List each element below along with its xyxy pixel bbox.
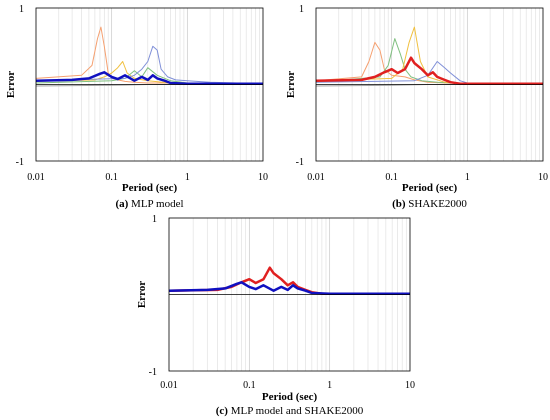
y-tick-label: 1	[299, 4, 304, 15]
series-line-3	[35, 45, 264, 85]
plot-frame	[35, 7, 264, 162]
y-tick-label: 1	[19, 4, 24, 15]
x-tick-label: 10	[538, 172, 548, 183]
x-tick-label: 10	[405, 380, 415, 391]
caption-text: MLP model	[131, 198, 183, 210]
figure-caption: (a) MLP model	[115, 198, 183, 210]
series-group	[168, 266, 410, 295]
y-tick-label: -1	[149, 367, 157, 378]
caption-letter: (a)	[115, 198, 128, 210]
x-tick-label: 0.1	[105, 172, 118, 183]
y-tick-label: 1	[152, 214, 157, 225]
series-line-5	[35, 71, 263, 85]
x-tick-label: 0.01	[27, 172, 45, 183]
series-line-0	[315, 41, 543, 85]
plot-frame	[168, 217, 411, 372]
x-axis-label: Period (sec)	[262, 391, 318, 403]
figure-caption: (c) MLP model and SHAKE2000	[216, 405, 364, 417]
series-group	[315, 26, 544, 87]
x-tick-label: 1	[327, 380, 332, 391]
x-tick-label: 10	[258, 172, 268, 183]
figure-caption: (b) SHAKE2000	[392, 198, 467, 210]
x-tick-label: 0.1	[385, 172, 398, 183]
y-tick-label: -1	[16, 157, 24, 168]
chart-panel-c: 0.01 0.1 1 10 1 -1 Period (sec) Error (c) MLP mo…	[136, 214, 415, 417]
x-tick-label: 0.01	[160, 380, 178, 391]
chart-panel-b: 0.01 0.1 1 10 1 -1 Period (sec) Error (b) SHAKE2…	[285, 4, 548, 210]
caption-text: SHAKE2000	[408, 198, 467, 210]
y-axis-label: Error	[285, 71, 297, 98]
series-line-5	[315, 56, 543, 85]
series-line-1	[35, 61, 264, 85]
plot-frame	[315, 7, 544, 162]
caption-letter: (c)	[216, 405, 229, 417]
series-group	[35, 26, 264, 87]
x-tick-label: 0.1	[243, 380, 256, 391]
x-tick-label: 1	[185, 172, 190, 183]
x-tick-label: 1	[465, 172, 470, 183]
y-tick-label: -1	[296, 157, 304, 168]
chart-panel-a: 0.01 0.1 1 10 1 -1 Period (sec) Error (a) MLP mo…	[5, 4, 268, 210]
x-axis-label: Period (sec)	[402, 182, 458, 194]
series-line-1	[168, 281, 410, 295]
x-tick-label: 0.01	[307, 172, 325, 183]
caption-text: MLP model and SHAKE2000	[231, 405, 364, 417]
caption-letter: (b)	[392, 198, 406, 210]
x-axis-label: Period (sec)	[122, 182, 178, 194]
series-line-3	[315, 61, 544, 85]
y-axis-label: Error	[5, 71, 17, 98]
y-axis-label: Error	[136, 281, 148, 308]
